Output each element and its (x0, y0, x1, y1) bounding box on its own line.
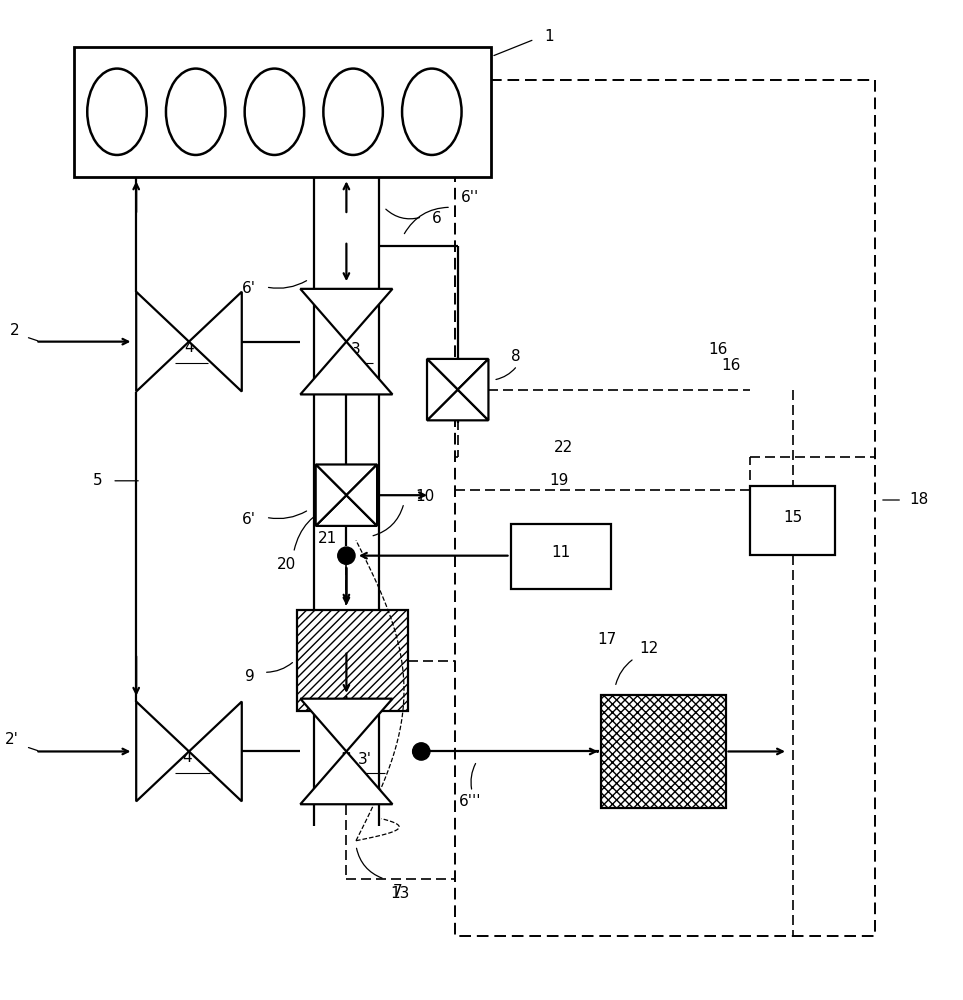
Bar (298, 610, 407, 711)
Ellipse shape (88, 69, 146, 155)
Bar (74, 47, 491, 177)
Polygon shape (427, 390, 488, 420)
Text: 18: 18 (909, 492, 928, 508)
Polygon shape (189, 702, 242, 801)
Text: 1: 1 (544, 29, 554, 44)
Polygon shape (427, 359, 488, 390)
Text: 2': 2' (5, 732, 19, 747)
Ellipse shape (324, 69, 383, 155)
Text: 3: 3 (351, 342, 361, 357)
Text: 7: 7 (393, 884, 403, 899)
Polygon shape (316, 495, 377, 526)
Text: 19: 19 (549, 473, 568, 488)
Bar (455, 80, 875, 936)
Text: 15: 15 (783, 510, 802, 525)
Text: 6': 6' (242, 281, 256, 296)
Polygon shape (136, 702, 189, 801)
Text: 10: 10 (415, 489, 434, 504)
Bar (510, 524, 612, 589)
Text: 4': 4' (182, 750, 195, 765)
Text: 20: 20 (277, 557, 297, 572)
Circle shape (412, 743, 429, 760)
Text: 17: 17 (597, 632, 616, 647)
Text: 22: 22 (554, 440, 573, 455)
Text: 4: 4 (184, 340, 194, 355)
Polygon shape (316, 464, 347, 526)
Polygon shape (189, 292, 242, 392)
Text: 16: 16 (708, 342, 728, 357)
Text: 6': 6' (242, 512, 256, 527)
Polygon shape (300, 342, 393, 394)
Ellipse shape (403, 69, 461, 155)
Text: 6'': 6'' (460, 190, 479, 205)
Text: 3': 3' (358, 752, 372, 767)
Polygon shape (300, 699, 393, 751)
Text: 12: 12 (639, 641, 659, 656)
Circle shape (338, 547, 355, 564)
Text: 5: 5 (93, 473, 103, 488)
Text: 6''': 6''' (459, 794, 482, 809)
Ellipse shape (166, 69, 225, 155)
Polygon shape (427, 359, 457, 420)
Text: 9: 9 (246, 669, 255, 684)
Text: 2: 2 (10, 323, 19, 338)
Bar (601, 695, 725, 808)
Text: 6: 6 (431, 211, 442, 226)
Polygon shape (457, 359, 488, 420)
Polygon shape (136, 292, 189, 392)
Text: 16: 16 (721, 358, 742, 373)
Polygon shape (300, 751, 393, 804)
Bar (750, 486, 835, 555)
Text: 13: 13 (391, 886, 410, 901)
Ellipse shape (245, 69, 304, 155)
Polygon shape (347, 464, 377, 526)
Text: 8: 8 (510, 349, 520, 364)
Polygon shape (316, 464, 377, 495)
Polygon shape (300, 289, 393, 342)
Text: 21: 21 (318, 531, 337, 546)
Text: 11: 11 (551, 545, 570, 560)
